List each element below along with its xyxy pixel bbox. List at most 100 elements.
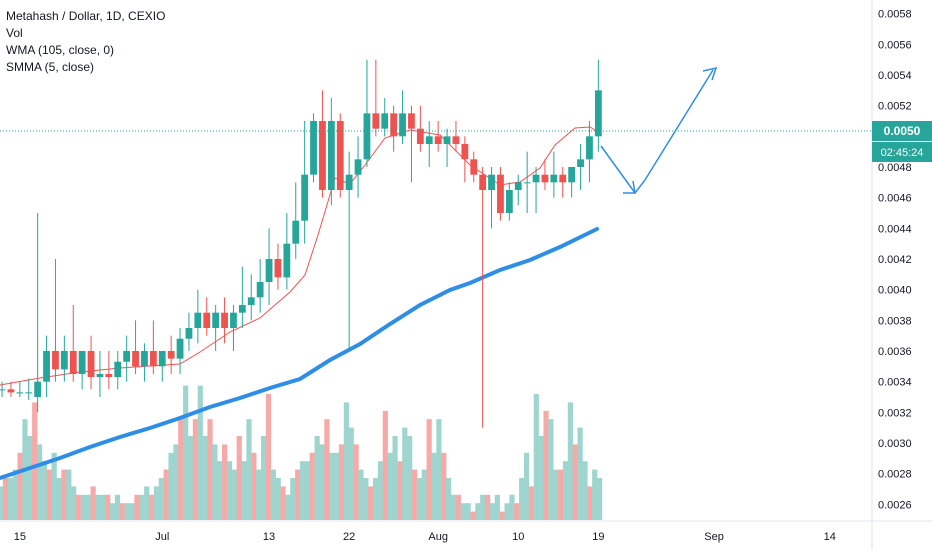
volume-bar bbox=[377, 461, 384, 520]
candle-body bbox=[319, 121, 326, 190]
volume-bar bbox=[153, 486, 160, 520]
volume-bar bbox=[572, 444, 578, 520]
y-tick-label: 0.0054 bbox=[878, 70, 912, 82]
volume-bar bbox=[562, 461, 569, 520]
candle-body bbox=[345, 174, 353, 190]
volume-bar bbox=[275, 478, 281, 520]
candle-body bbox=[416, 128, 424, 144]
volume-bar bbox=[587, 486, 593, 520]
volume-bar bbox=[71, 486, 77, 520]
volume-bar bbox=[260, 436, 267, 520]
volume-bar bbox=[485, 494, 491, 520]
volume-bar bbox=[465, 503, 471, 520]
volume-bar bbox=[431, 452, 437, 520]
volume-bar bbox=[285, 494, 291, 520]
volume-bar bbox=[226, 461, 233, 520]
candle-body bbox=[221, 312, 228, 328]
y-tick-label: 0.0040 bbox=[878, 285, 912, 297]
candle-body bbox=[96, 374, 104, 378]
candle-body bbox=[594, 90, 602, 137]
candle-body bbox=[363, 113, 371, 160]
volume-bar bbox=[514, 503, 520, 520]
candle-body bbox=[461, 144, 469, 160]
candle-body bbox=[60, 351, 68, 370]
volume-bar bbox=[85, 494, 91, 520]
volume-bar bbox=[124, 503, 130, 520]
volume-bar bbox=[231, 469, 237, 520]
volume-bar bbox=[105, 494, 111, 520]
volume-bar bbox=[334, 452, 340, 520]
volume-bar bbox=[382, 410, 388, 520]
y-tick-label: 0.0048 bbox=[878, 162, 912, 174]
volume-bar bbox=[134, 494, 140, 520]
candle-body bbox=[381, 113, 389, 129]
volume-bar bbox=[446, 478, 452, 520]
volume-bar bbox=[426, 419, 432, 520]
volume-bar bbox=[290, 478, 296, 520]
legend-volume: Vol bbox=[6, 26, 23, 40]
candle-body bbox=[123, 351, 131, 362]
projection-arrow-path bbox=[600, 69, 714, 195]
volume-bar bbox=[519, 478, 525, 520]
volume-bar bbox=[256, 469, 262, 520]
volume-bar bbox=[12, 469, 18, 520]
y-tick-label: 0.0028 bbox=[878, 469, 912, 481]
x-tick-label: Jul bbox=[155, 531, 169, 543]
candle-body bbox=[434, 136, 442, 144]
volume-bar bbox=[304, 461, 311, 520]
x-tick-label: 19 bbox=[592, 531, 604, 543]
projection-arrowhead-down bbox=[623, 180, 636, 194]
volume-bar bbox=[251, 452, 257, 520]
volume-bar bbox=[202, 436, 208, 520]
candle-body bbox=[327, 121, 335, 190]
volume-bar bbox=[90, 486, 96, 520]
candle-body bbox=[479, 174, 487, 190]
volume-bar bbox=[0, 486, 4, 520]
candle-body bbox=[452, 136, 460, 144]
volume-bar bbox=[407, 436, 413, 520]
volume-bar bbox=[504, 503, 510, 520]
volume-bar bbox=[270, 469, 276, 520]
volume-bar bbox=[392, 436, 398, 520]
volume-bar bbox=[553, 469, 559, 520]
volume-bar bbox=[567, 402, 573, 520]
volume-bar bbox=[299, 461, 306, 520]
candle-body bbox=[310, 121, 317, 175]
candle-body bbox=[158, 351, 166, 367]
volume-bar bbox=[421, 469, 427, 520]
candle-body bbox=[283, 243, 291, 278]
volume-bar bbox=[528, 486, 535, 520]
candle-body bbox=[292, 220, 300, 244]
candle-body bbox=[87, 351, 95, 378]
volume-bar bbox=[7, 478, 13, 520]
volume-bar bbox=[129, 503, 135, 520]
candle-body bbox=[212, 312, 220, 328]
volume-bar bbox=[338, 444, 345, 520]
volume-bar bbox=[597, 478, 603, 520]
volume-bar bbox=[470, 511, 476, 520]
candle-body bbox=[238, 305, 246, 313]
volume-bar bbox=[56, 478, 62, 520]
volume-bar bbox=[222, 444, 228, 520]
volume-bar bbox=[411, 469, 418, 520]
volume-bar bbox=[168, 452, 174, 520]
candle-body bbox=[149, 351, 157, 367]
volume-bar bbox=[32, 402, 38, 520]
legend-smma: SMMA (5, close) bbox=[6, 60, 95, 74]
candle-body bbox=[265, 259, 273, 282]
candle-body bbox=[497, 174, 504, 213]
candle-body bbox=[132, 351, 139, 367]
candle-body bbox=[230, 312, 237, 328]
y-tick-label: 0.0044 bbox=[878, 223, 912, 235]
volume-bar bbox=[450, 494, 457, 520]
volume-bar bbox=[163, 469, 169, 520]
candle-body bbox=[470, 159, 478, 175]
volume-bar bbox=[187, 436, 194, 520]
volume-bar bbox=[61, 469, 67, 520]
y-tick-label: 0.0046 bbox=[878, 193, 912, 205]
candle-body bbox=[577, 159, 584, 167]
x-tick-label: 14 bbox=[824, 531, 836, 543]
volume-bar bbox=[36, 444, 43, 520]
candle-body bbox=[7, 389, 15, 393]
